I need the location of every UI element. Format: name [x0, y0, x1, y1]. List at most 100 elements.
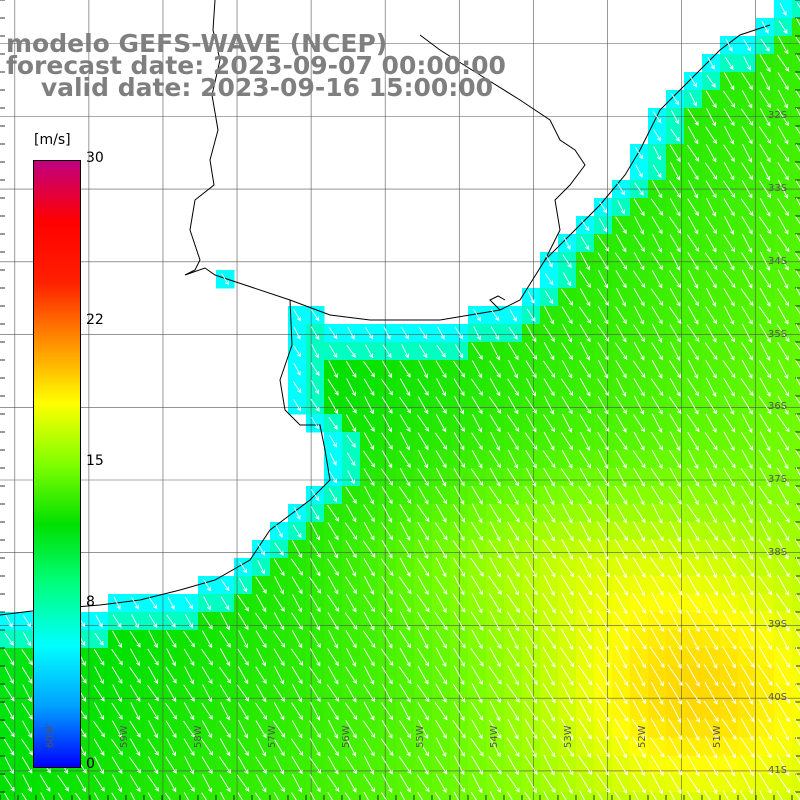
wind-arrow — [560, 521, 574, 542]
wind-cell — [486, 792, 505, 800]
wind-arrow — [597, 485, 609, 506]
wind-arrow — [599, 201, 608, 214]
wind-arrow — [417, 485, 429, 505]
wind-arrow — [705, 233, 717, 253]
wind-arrow — [686, 627, 700, 651]
wind-arrow — [649, 646, 665, 668]
wind-arrow — [94, 756, 104, 775]
wind-arrow — [255, 576, 267, 594]
wind-arrow — [740, 198, 754, 217]
wind-arrow — [633, 414, 646, 433]
wind-arrow — [184, 756, 194, 775]
wind-arrow — [650, 754, 664, 777]
wind-arrow — [705, 144, 717, 163]
wind-arrow — [453, 701, 465, 722]
wind-arrow — [776, 503, 790, 523]
wind-arrow — [669, 467, 681, 488]
wind-arrow — [687, 395, 699, 415]
longitude-label: 52W — [637, 725, 649, 748]
wind-arrow — [435, 414, 447, 433]
wind-arrow — [668, 539, 682, 560]
wind-arrow — [777, 251, 789, 271]
wind-arrow — [507, 628, 519, 650]
wind-arrow — [741, 252, 754, 271]
wind-arrow — [4, 702, 14, 720]
wind-arrow — [542, 646, 556, 668]
wind-arrow — [633, 341, 645, 361]
wind-arrow — [597, 252, 609, 271]
wind-arrow — [417, 791, 423, 800]
wind-arrow — [633, 395, 645, 415]
wind-arrow — [434, 755, 448, 775]
wind-arrow — [649, 700, 665, 723]
wind-arrow — [706, 197, 717, 217]
wind-arrow — [417, 539, 429, 560]
wind-arrow — [490, 309, 500, 322]
wind-arrow — [365, 344, 374, 359]
wind-cell — [252, 792, 271, 800]
wind-arrow — [22, 684, 32, 703]
wind-arrow — [452, 503, 466, 523]
wind-arrow — [668, 449, 682, 469]
wind-arrow — [633, 485, 645, 506]
wind-arrow — [489, 503, 501, 523]
wind-arrow — [508, 359, 519, 379]
wind-arrow — [759, 251, 771, 271]
wind-cell — [792, 792, 800, 800]
wind-arrow — [327, 648, 339, 667]
wind-arrow — [741, 72, 753, 91]
wind-arrow — [111, 792, 117, 800]
wind-arrow — [704, 645, 718, 669]
wind-arrow — [743, 39, 751, 52]
wind-cell — [792, 306, 800, 325]
wind-arrow — [775, 593, 791, 614]
wind-arrow — [723, 341, 735, 361]
wind-arrow — [328, 629, 339, 649]
wind-arrow — [471, 396, 483, 415]
wind-arrow — [327, 666, 339, 685]
wind-cell — [162, 792, 181, 800]
wind-arrow — [93, 774, 105, 792]
wind-arrow — [687, 378, 700, 397]
wind-arrow — [489, 647, 501, 668]
wind-arrow — [290, 738, 304, 756]
wind-arrow — [183, 738, 195, 757]
wind-arrow — [704, 162, 718, 180]
wind-arrow — [776, 414, 790, 433]
wind-cell — [504, 792, 523, 800]
wind-arrow — [667, 628, 683, 651]
wind-arrow — [255, 666, 267, 684]
wind-arrow — [542, 629, 557, 650]
wind-arrow — [111, 756, 123, 774]
wind-arrow — [3, 774, 15, 792]
wind-arrow — [362, 540, 376, 559]
wind-arrow — [562, 254, 572, 268]
wind-arrow — [723, 395, 735, 416]
wind-arrow — [291, 612, 303, 630]
wind-arrow — [689, 75, 697, 88]
colorbar-tick-label: 15 — [86, 453, 104, 469]
wind-arrow — [219, 774, 231, 793]
wind-arrow — [759, 323, 771, 343]
wind-arrow — [561, 502, 573, 524]
wind-arrow — [794, 342, 800, 351]
wind-arrow — [651, 432, 664, 451]
wind-arrow — [470, 701, 484, 721]
wind-arrow — [596, 414, 610, 433]
wind-cell — [432, 792, 451, 800]
wind-arrow — [758, 126, 772, 144]
wind-arrow — [310, 362, 320, 376]
wind-arrow — [525, 413, 537, 433]
wind-arrow — [129, 666, 141, 684]
wind-cell — [792, 144, 800, 163]
wind-arrow — [527, 290, 535, 304]
wind-arrow — [741, 772, 753, 795]
wind-arrow — [776, 646, 791, 668]
wind-arrow — [417, 701, 429, 721]
wind-arrow — [203, 596, 211, 611]
wind-arrow — [632, 270, 646, 288]
wind-arrow — [632, 772, 646, 794]
wind-arrow — [614, 342, 628, 360]
wind-arrow — [76, 774, 87, 793]
wind-arrow — [308, 576, 322, 594]
